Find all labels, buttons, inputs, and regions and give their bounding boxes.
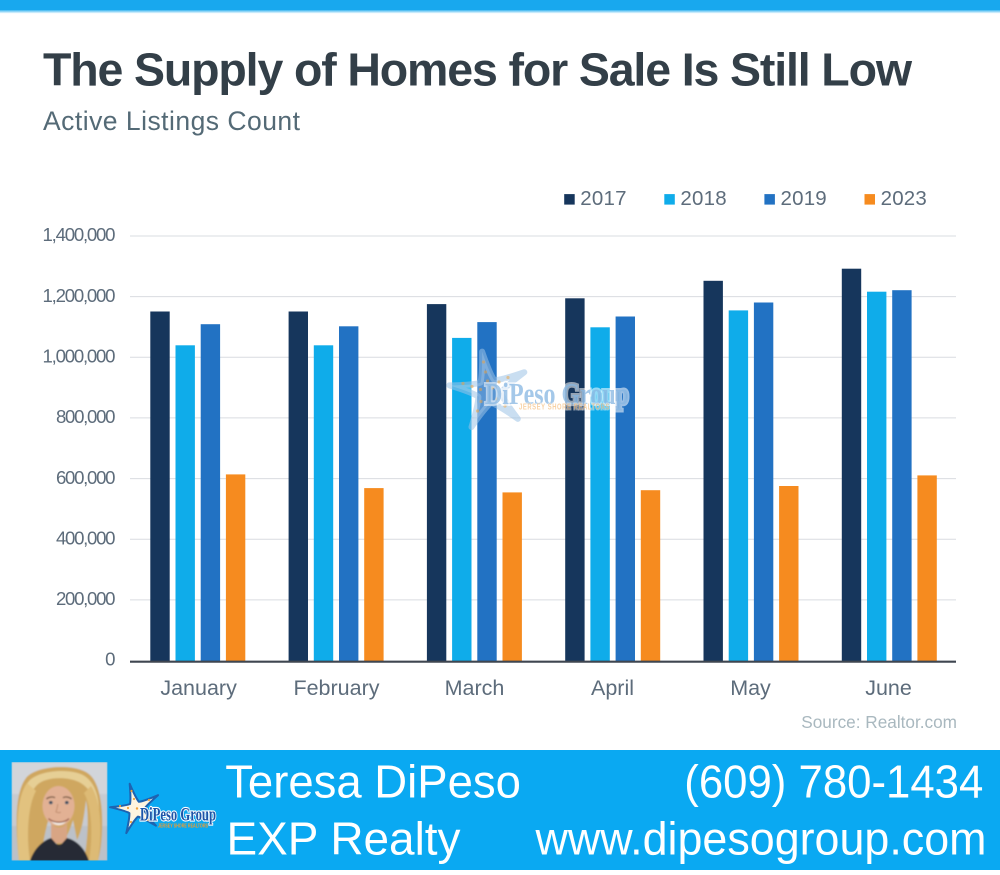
svg-text:2019: 2019 bbox=[781, 187, 827, 210]
svg-text:January: January bbox=[160, 676, 237, 700]
svg-text:800,000: 800,000 bbox=[56, 406, 116, 427]
svg-text:www.dipesogroup.com: www.dipesogroup.com bbox=[535, 813, 987, 865]
svg-text:400,000: 400,000 bbox=[56, 527, 116, 548]
svg-text:May: May bbox=[730, 676, 771, 700]
svg-text:2017: 2017 bbox=[580, 187, 626, 210]
svg-text:DiPeso Group: DiPeso Group bbox=[140, 805, 216, 826]
svg-text:April: April bbox=[591, 676, 634, 700]
svg-text:JERSEY SHORE REALTORS: JERSEY SHORE REALTORS bbox=[158, 824, 208, 830]
svg-text:600,000: 600,000 bbox=[56, 467, 116, 488]
svg-text:2018: 2018 bbox=[680, 187, 726, 210]
svg-text:February: February bbox=[293, 676, 379, 700]
svg-text:JERSEY SHORE REALTORS: JERSEY SHORE REALTORS bbox=[519, 403, 610, 412]
svg-text:1,200,000: 1,200,000 bbox=[43, 285, 116, 306]
svg-text:March: March bbox=[445, 676, 505, 700]
svg-text:EXP Realty: EXP Realty bbox=[227, 813, 462, 865]
svg-text:2023: 2023 bbox=[881, 187, 927, 210]
svg-text:200,000: 200,000 bbox=[56, 588, 116, 609]
svg-text:June: June bbox=[865, 676, 912, 700]
svg-text:The Supply of Homes for Sale I: The Supply of Homes for Sale Is Still Lo… bbox=[43, 43, 913, 95]
svg-text:Source: Realtor.com: Source: Realtor.com bbox=[801, 712, 957, 732]
svg-text:Teresa DiPeso: Teresa DiPeso bbox=[225, 756, 521, 808]
svg-text:1,400,000: 1,400,000 bbox=[43, 224, 116, 245]
svg-text:(609) 780-1434: (609) 780-1434 bbox=[684, 756, 983, 808]
svg-text:0: 0 bbox=[105, 649, 115, 670]
svg-text:DiPeso Group: DiPeso Group bbox=[485, 376, 629, 411]
svg-text:Active Listings Count: Active Listings Count bbox=[43, 106, 301, 136]
svg-text:1,000,000: 1,000,000 bbox=[43, 346, 116, 367]
